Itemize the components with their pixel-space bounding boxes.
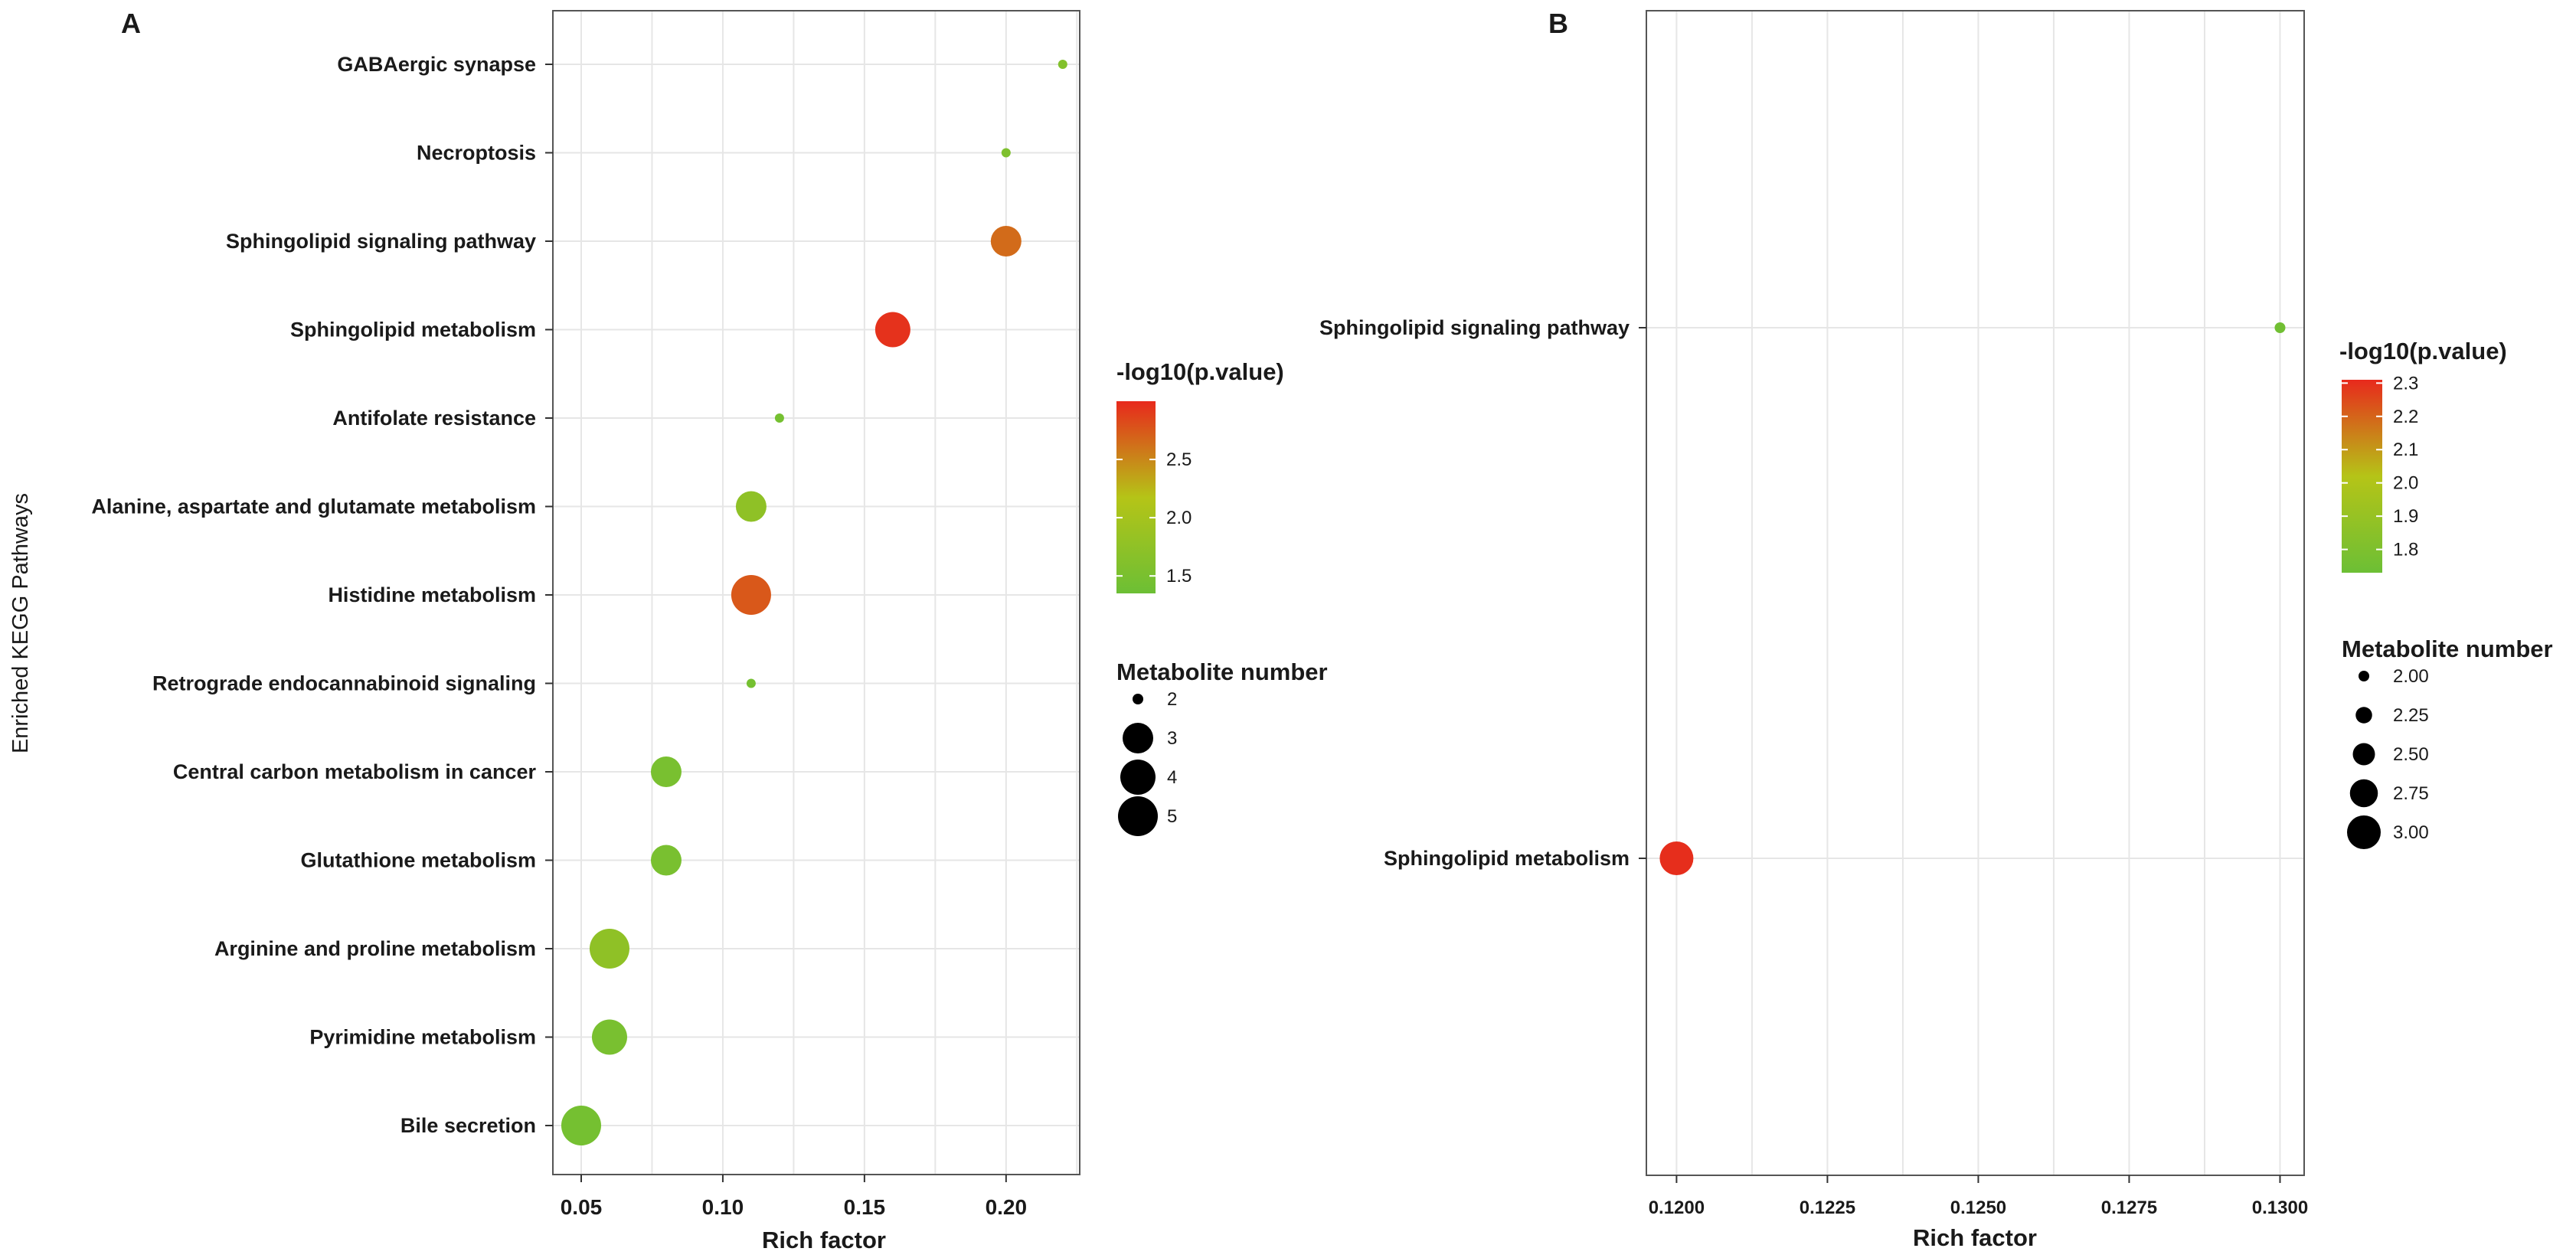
panel-b-size-legend-label: 2.75 bbox=[2393, 783, 2429, 804]
panel-a-data-point bbox=[990, 226, 1022, 257]
panel-a-size-legend-dot bbox=[1123, 723, 1153, 753]
panel-a-x-axis: 0.05 0.10 0.15 0.20 bbox=[561, 1175, 1027, 1219]
panel-b-x-tick-label: 0.1225 bbox=[1800, 1198, 1855, 1218]
panel-b-colorbar-tick-label: 2.0 bbox=[2393, 473, 2418, 494]
panel-a-colorbar-tick-label: 2.5 bbox=[1166, 449, 1192, 470]
panel-a-category-label: Central carbon metabolism in cancer bbox=[173, 760, 537, 783]
panel-a-size-legend-label: 5 bbox=[1167, 806, 1177, 827]
panel-b-y-axis: Sphingolipid signaling pathway Sphingolip… bbox=[1319, 316, 1646, 870]
panel-b-size-legend-dot bbox=[2352, 743, 2375, 766]
panel-b-x-tick-label: 0.1300 bbox=[2252, 1198, 2308, 1218]
panel-b-size-legend-dot bbox=[2355, 707, 2372, 724]
panel-b-data-point bbox=[2274, 322, 2286, 333]
panel-a-category-label: Glutathione metabolism bbox=[300, 849, 536, 872]
panel-b-x-tick-label: 0.1200 bbox=[1649, 1198, 1705, 1218]
panel-b-points bbox=[1659, 322, 2286, 875]
panel-b-size-legend-dot bbox=[2359, 671, 2369, 681]
panel-b-label: B bbox=[1548, 8, 1568, 39]
panel-a-category-label: Sphingolipid signaling pathway bbox=[226, 230, 536, 253]
panel-b-x-tick-label: 0.1250 bbox=[1950, 1198, 2006, 1218]
panel-b-size-legend-label: 2.50 bbox=[2393, 744, 2429, 765]
panel-b-colorbar-ticks: 1.8 1.9 2.0 2.1 2.2 2.3 bbox=[2342, 373, 2418, 560]
panel-a-size-legend-dot bbox=[1133, 694, 1143, 704]
panel-a-category-label: Antifolate resistance bbox=[332, 407, 536, 430]
panel-a-colorbar-tick-label: 2.0 bbox=[1166, 508, 1192, 528]
panel-a-data-point bbox=[591, 1019, 627, 1055]
panel-b-size-legend-label: 2.00 bbox=[2393, 666, 2429, 687]
panel-b-colorbar-tick-label: 2.2 bbox=[2393, 407, 2418, 427]
panel-a-size-legend-dot bbox=[1118, 796, 1158, 836]
panel-b-color-legend-title: -log10(p.value) bbox=[2339, 338, 2507, 364]
panel-a-data-point bbox=[731, 575, 771, 615]
panel-b-gridlines bbox=[1646, 11, 2304, 1175]
panel-a-category-label: Arginine and proline metabolism bbox=[214, 937, 536, 960]
panel-b-data-point bbox=[1659, 841, 1694, 875]
panel-a-points bbox=[561, 60, 1067, 1145]
panel-b-chart: Sphingolipid signaling pathway Sphingolip… bbox=[1319, 10, 2308, 1251]
panel-a-size-legend-label: 2 bbox=[1167, 689, 1177, 710]
panel-b-colorbar-tick-label: 2.1 bbox=[2393, 439, 2418, 460]
panel-b-category-label: Sphingolipid metabolism bbox=[1384, 847, 1630, 870]
panel-a-data-point bbox=[1058, 60, 1067, 69]
panel-a-y-axis-title: Enriched KEGG Pathways bbox=[8, 493, 33, 753]
panel-b-size-legend-label: 3.00 bbox=[2393, 822, 2429, 843]
panel-b-size-legend-label: 2.25 bbox=[2393, 705, 2429, 726]
panel-a-data-point bbox=[874, 312, 910, 348]
panel-a-x-tick-label: 0.15 bbox=[844, 1195, 886, 1219]
panel-b-colorbar-tick-label: 1.9 bbox=[2393, 506, 2418, 527]
panel-b-legends: -log10(p.value) 1.8 1.9 2.0 2.1 2.2 2.3 Metab… bbox=[2339, 338, 2553, 849]
panel-b-x-axis: 0.1200 0.1225 0.1250 0.1275 0.1300 bbox=[1649, 1175, 2308, 1218]
panel-a-label: A bbox=[121, 8, 141, 39]
panel-a-colorbar-ticks: 1.5 2.0 2.5 bbox=[1116, 449, 1192, 587]
panel-a-category-label: Sphingolipid metabolism bbox=[290, 319, 536, 341]
panel-a-size-legend: 2 3 4 5 bbox=[1118, 689, 1177, 836]
panel-a-frame bbox=[552, 10, 1080, 1175]
panel-a-color-legend-title: -log10(p.value) bbox=[1116, 358, 1284, 385]
panel-a-category-label: Retrograde endocannabinoid signaling bbox=[152, 672, 536, 695]
panel-a-data-point bbox=[774, 413, 784, 423]
panel-a-data-point bbox=[589, 929, 629, 969]
panel-a-gridlines bbox=[553, 11, 1080, 1175]
panel-b-colorbar-tick-label: 2.3 bbox=[2393, 373, 2418, 394]
panel-a-category-label: GABAergic synapse bbox=[337, 53, 536, 76]
panel-b-size-legend: 2.00 2.25 2.50 2.75 3.00 bbox=[2347, 666, 2429, 849]
panel-b-x-axis-title: Rich factor bbox=[1913, 1224, 2037, 1251]
panel-b-x-tick-label: 0.1275 bbox=[2101, 1198, 2157, 1218]
panel-b-category-label: Sphingolipid signaling pathway bbox=[1319, 316, 1630, 339]
panel-a-size-legend-label: 4 bbox=[1167, 767, 1177, 788]
panel-a-data-point bbox=[561, 1106, 601, 1145]
panel-a-data-point bbox=[1001, 148, 1011, 158]
panel-b-colorbar-tick-label: 1.8 bbox=[2393, 540, 2418, 560]
panel-a-data-point bbox=[650, 845, 682, 876]
panel-a-chart: GABAergic synapse Necroptosis Sphingolipid… bbox=[8, 10, 1080, 1253]
panel-a-y-axis: GABAergic synapse Necroptosis Sphingolipid… bbox=[91, 53, 553, 1137]
panel-a-category-label: Histidine metabolism bbox=[328, 583, 536, 606]
panel-a-size-legend-title: Metabolite number bbox=[1116, 658, 1328, 685]
panel-a-colorbar bbox=[1116, 401, 1156, 593]
panel-a-category-label: Pyrimidine metabolism bbox=[309, 1026, 536, 1049]
panel-a-legends: -log10(p.value) 1.5 2.0 2.5 Metabolite num… bbox=[1116, 358, 1328, 836]
panel-a-colorbar-tick-label: 1.5 bbox=[1166, 566, 1192, 587]
panel-a-category-label: Necroptosis bbox=[417, 142, 536, 165]
panel-a-x-tick-label: 0.20 bbox=[986, 1195, 1028, 1219]
panel-a-x-tick-label: 0.10 bbox=[702, 1195, 744, 1219]
panel-a-size-legend-label: 3 bbox=[1167, 728, 1177, 749]
panel-b-frame bbox=[1646, 10, 2305, 1176]
panel-a-category-label: Bile secretion bbox=[400, 1114, 536, 1137]
panel-b-size-legend-title: Metabolite number bbox=[2342, 636, 2553, 662]
panel-a-size-legend-dot bbox=[1120, 760, 1156, 795]
panel-b-size-legend-dot bbox=[2349, 779, 2378, 808]
panel-a-data-point bbox=[650, 756, 682, 787]
panel-a-data-point bbox=[746, 678, 756, 688]
panel-a-x-tick-label: 0.05 bbox=[561, 1195, 603, 1219]
panel-b-colorbar bbox=[2342, 380, 2382, 573]
panel-a-category-label: Alanine, aspartate and glutamate metabol… bbox=[91, 495, 536, 518]
panel-a-data-point bbox=[735, 491, 767, 522]
panel-a-x-axis-title: Rich factor bbox=[762, 1227, 886, 1253]
panel-b-size-legend-dot bbox=[2347, 815, 2381, 849]
